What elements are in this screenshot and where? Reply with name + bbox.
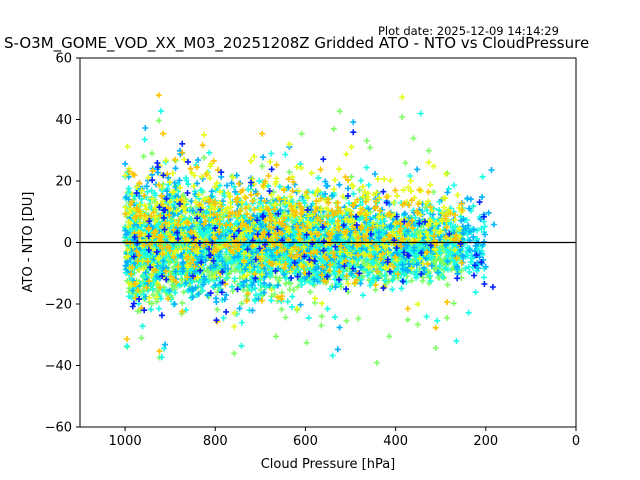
data-points [122, 92, 497, 366]
x-tick-label: 600 [293, 434, 318, 449]
y-tick-label: 20 [55, 175, 72, 190]
x-tick-label: 800 [203, 434, 228, 449]
y-axis: −60 −40 −20 0 20 40 60 [45, 52, 80, 436]
x-axis: 1000 800 600 400 200 0 [109, 427, 580, 449]
series-orange [122, 92, 466, 355]
plot-date: Plot date: 2025-12-09 14:14:29 [378, 24, 559, 38]
x-tick-label: 1000 [109, 434, 142, 449]
x-tick-label: 200 [473, 434, 498, 449]
y-axis-label: ATO - NTO [DU] [21, 192, 36, 293]
y-tick-label: 40 [55, 113, 72, 128]
x-tick-label: 0 [572, 434, 580, 449]
y-tick-label: −40 [45, 359, 72, 374]
y-tick-label: −20 [45, 298, 72, 313]
x-axis-label: Cloud Pressure [hPa] [261, 457, 396, 472]
y-tick-label: 60 [55, 52, 72, 67]
x-tick-label: 400 [383, 434, 408, 449]
y-tick-label: 0 [64, 236, 72, 251]
points-orange [122, 92, 466, 355]
y-tick-label: −60 [45, 421, 72, 436]
chart-title: S-O3M_GOME_VOD_XX_M03_20251208Z Gridded … [4, 34, 590, 52]
